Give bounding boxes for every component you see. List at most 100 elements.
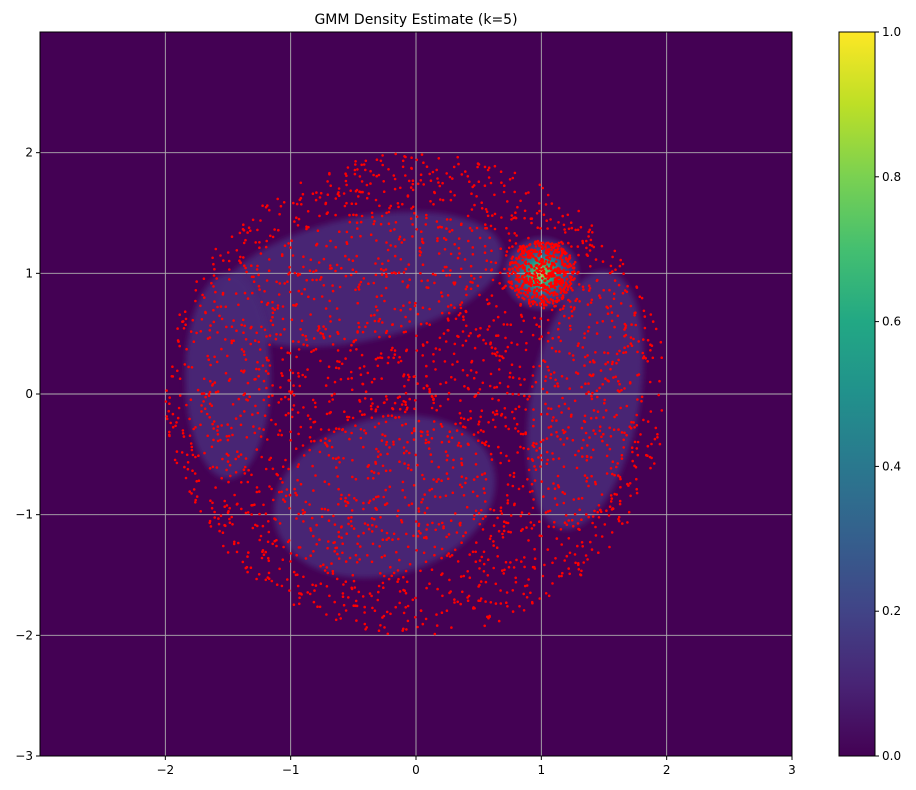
scatter-point <box>582 419 586 423</box>
scatter-point <box>447 311 451 315</box>
scatter-point <box>199 330 203 333</box>
scatter-point <box>183 465 186 469</box>
scatter-point <box>336 349 340 352</box>
scatter-point <box>280 397 283 401</box>
scatter-point <box>332 514 335 518</box>
scatter-point <box>239 453 243 456</box>
scatter-point <box>497 619 501 623</box>
scatter-point <box>587 382 590 385</box>
scatter-point <box>225 504 229 507</box>
scatter-point <box>484 443 487 447</box>
scatter-point <box>268 334 272 337</box>
scatter-point <box>294 304 297 307</box>
scatter-point <box>505 601 508 604</box>
scatter-point <box>230 426 233 430</box>
scatter-point <box>408 375 411 379</box>
x-tick-label: −2 <box>156 763 174 777</box>
scatter-point <box>389 565 392 569</box>
scatter-point <box>380 439 384 442</box>
scatter-point <box>514 216 518 220</box>
scatter-point <box>262 398 266 402</box>
scatter-point <box>431 272 435 276</box>
scatter-point <box>312 270 315 274</box>
scatter-point <box>530 482 534 486</box>
scatter-point <box>394 221 398 224</box>
scatter-point <box>301 373 305 377</box>
scatter-point <box>386 632 390 636</box>
scatter-point <box>588 243 592 247</box>
scatter-point <box>406 285 409 289</box>
scatter-point <box>370 594 373 598</box>
scatter-point <box>276 304 280 307</box>
scatter-point <box>371 402 374 405</box>
scatter-point <box>527 191 530 194</box>
scatter-point <box>194 299 197 303</box>
scatter-point <box>557 241 561 245</box>
scatter-point <box>402 611 406 615</box>
scatter-point <box>487 444 491 448</box>
scatter-point <box>208 336 212 339</box>
scatter-point <box>418 250 422 253</box>
scatter-point <box>165 389 168 392</box>
scatter-point <box>331 572 335 575</box>
scatter-point <box>585 513 588 516</box>
scatter-point <box>412 534 415 538</box>
scatter-point <box>292 384 295 387</box>
scatter-point <box>312 600 316 604</box>
scatter-point <box>382 401 386 405</box>
scatter-point <box>278 212 281 216</box>
scatter-point <box>492 319 496 322</box>
scatter-point <box>494 261 498 265</box>
scatter-point <box>447 552 451 555</box>
scatter-point <box>534 380 538 384</box>
scatter-point <box>290 415 294 419</box>
y-tick-label: −2 <box>15 628 33 642</box>
scatter-point <box>314 405 317 409</box>
scatter-point <box>372 477 375 480</box>
scatter-point <box>190 445 194 449</box>
scatter-point <box>441 521 444 525</box>
scatter-point <box>579 225 583 229</box>
scatter-point <box>325 566 329 569</box>
scatter-point <box>509 514 513 517</box>
scatter-point <box>418 253 422 257</box>
scatter-point <box>347 258 351 261</box>
scatter-point <box>401 165 405 169</box>
scatter-point <box>489 372 493 376</box>
scatter-point <box>293 271 297 275</box>
scatter-point <box>315 543 319 546</box>
scatter-point <box>509 285 512 289</box>
scatter-point <box>422 183 426 186</box>
scatter-point <box>527 236 530 240</box>
scatter-point <box>623 328 626 331</box>
scatter-point <box>533 557 537 560</box>
scatter-point <box>355 499 358 502</box>
scatter-point <box>219 514 223 517</box>
scatter-point <box>612 428 616 432</box>
scatter-point <box>246 399 250 402</box>
scatter-point <box>244 238 247 242</box>
scatter-point <box>594 351 597 354</box>
scatter-point <box>565 277 569 281</box>
scatter-point <box>237 303 240 307</box>
scatter-point <box>472 277 476 280</box>
scatter-point <box>629 304 633 308</box>
scatter-point <box>292 201 295 205</box>
scatter-point <box>547 287 550 291</box>
scatter-point <box>443 248 447 251</box>
scatter-point <box>375 239 378 242</box>
scatter-point <box>480 207 484 210</box>
scatter-point <box>489 601 493 604</box>
scatter-point <box>231 523 234 526</box>
scatter-point <box>568 280 572 284</box>
scatter-point <box>373 313 376 317</box>
scatter-point <box>436 587 439 591</box>
scatter-point <box>402 446 406 449</box>
scatter-point <box>246 381 250 385</box>
scatter-point <box>240 348 244 351</box>
scatter-point <box>479 415 483 419</box>
scatter-point <box>308 448 312 452</box>
scatter-point <box>586 303 590 306</box>
scatter-point <box>215 466 219 469</box>
scatter-point <box>569 415 573 418</box>
